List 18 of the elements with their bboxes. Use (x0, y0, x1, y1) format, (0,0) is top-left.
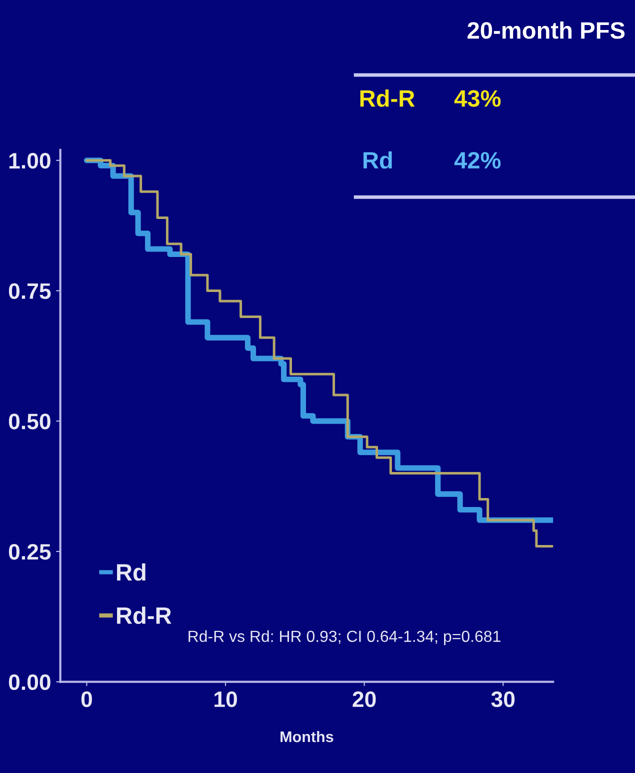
y-tick-label: 0.25 (8, 544, 51, 560)
text: Rd-R (360, 89, 415, 107)
x-tick-label: 20 (352, 691, 376, 708)
y-tick-label: 0.50 (8, 414, 50, 430)
legend-label: Rd-R (117, 606, 172, 624)
annotation: Rd-R vs Rd: HR 0.93; CI 0.64-1.34; p=0.681 (188, 630, 500, 646)
y-tick-label: 1.00 (9, 152, 50, 169)
annotation: 42% (454, 152, 501, 169)
text: 20-month PFS (468, 21, 625, 39)
text: 43% (454, 90, 501, 107)
annotation: Rd (364, 151, 392, 169)
x-tick-label: 10 (214, 691, 237, 708)
x-axis-title: Months (280, 730, 334, 742)
y-tick-label: 0.00 (8, 674, 50, 690)
x-tick-label: 0 (81, 691, 92, 708)
x-tick-label: 30 (491, 691, 515, 708)
y-tick-label: 0.75 (8, 283, 51, 300)
legend-label: Rd (117, 563, 146, 581)
